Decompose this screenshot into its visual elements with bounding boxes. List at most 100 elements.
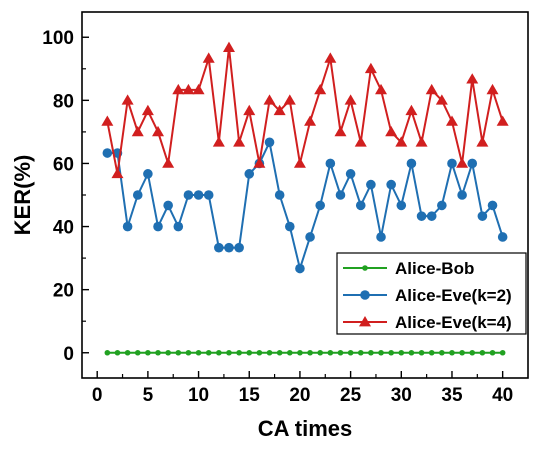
data-point <box>459 349 465 356</box>
data-point <box>114 349 121 356</box>
data-point <box>101 115 114 126</box>
data-point <box>447 158 457 169</box>
data-point <box>253 157 266 168</box>
data-point <box>415 136 428 147</box>
y-tick-label: 0 <box>63 344 74 365</box>
data-point <box>496 115 509 126</box>
data-point <box>425 83 438 95</box>
data-point <box>121 94 134 105</box>
data-point <box>172 83 185 95</box>
data-point <box>143 169 153 179</box>
data-point <box>486 83 499 95</box>
data-point <box>355 200 366 211</box>
series-layer <box>101 41 509 356</box>
data-point <box>426 211 437 221</box>
data-point <box>435 94 448 105</box>
data-point <box>226 349 232 356</box>
data-point <box>375 83 388 95</box>
data-point <box>479 349 486 356</box>
data-point <box>324 52 337 63</box>
data-point <box>284 221 295 232</box>
series-0 <box>104 349 506 356</box>
data-point <box>214 242 224 253</box>
data-point <box>445 115 458 126</box>
data-point <box>266 349 273 356</box>
series-line <box>107 139 504 273</box>
data-point <box>325 158 336 169</box>
data-point <box>335 190 346 200</box>
data-point <box>163 200 173 211</box>
data-point <box>183 190 194 200</box>
data-point <box>499 349 506 356</box>
data-point <box>193 190 204 200</box>
data-point <box>162 157 175 168</box>
data-point <box>376 232 386 242</box>
data-point <box>449 349 455 356</box>
data-point <box>104 349 111 356</box>
data-point <box>286 349 293 356</box>
series-line <box>106 47 504 175</box>
data-point <box>152 125 165 137</box>
data-point <box>398 349 405 356</box>
data-point <box>264 137 275 148</box>
data-point <box>274 190 285 200</box>
y-tick-label: 20 <box>53 281 74 302</box>
data-point <box>122 221 133 232</box>
data-point <box>205 349 212 356</box>
data-point <box>418 349 425 356</box>
data-point <box>395 136 408 147</box>
data-point <box>467 158 478 169</box>
data-point <box>305 232 315 242</box>
data-point <box>216 349 222 356</box>
data-point <box>134 349 141 356</box>
legend-label: Alice-Eve(k=4) <box>395 313 512 332</box>
data-point <box>222 41 235 52</box>
data-point <box>315 200 326 211</box>
data-point <box>295 263 305 274</box>
data-point <box>437 200 447 211</box>
legend-label: Alice-Bob <box>395 259 474 278</box>
data-point <box>406 158 417 169</box>
data-point <box>192 83 205 95</box>
data-point <box>307 349 313 356</box>
data-point <box>246 349 253 356</box>
data-point <box>131 125 144 137</box>
data-point <box>236 349 242 356</box>
data-point <box>476 136 489 147</box>
data-point <box>203 190 214 200</box>
y-tick-label: 60 <box>53 154 74 175</box>
x-tick-label: 30 <box>391 385 412 406</box>
data-point <box>345 169 356 179</box>
data-point <box>234 242 244 253</box>
data-point <box>243 104 256 116</box>
data-point <box>347 349 354 356</box>
data-point <box>195 349 202 356</box>
data-point <box>477 211 488 221</box>
data-point <box>366 179 376 190</box>
x-tick-label: 40 <box>492 385 513 406</box>
data-point <box>314 83 327 95</box>
data-point <box>165 349 171 356</box>
data-point <box>293 157 306 168</box>
data-point <box>141 104 154 116</box>
legend-label: Alice-Eve(k=2) <box>395 286 512 305</box>
data-point <box>344 94 357 105</box>
data-point <box>408 349 415 356</box>
data-point <box>233 136 246 147</box>
data-point <box>497 232 508 242</box>
data-point <box>385 125 398 137</box>
data-point <box>368 349 374 356</box>
data-point <box>327 349 334 356</box>
data-point <box>175 349 182 356</box>
y-tick-label: 80 <box>53 91 74 112</box>
data-point <box>354 136 367 147</box>
data-point <box>469 349 476 356</box>
data-point <box>244 169 255 179</box>
data-point <box>304 115 317 126</box>
x-tick-label: 20 <box>289 385 310 406</box>
data-point <box>182 83 195 95</box>
axis-ticks: 0 5 10 15 20 25 30 35 40 0 20 40 60 80 100 <box>42 28 513 406</box>
y-tick-label: 100 <box>42 28 74 49</box>
data-point <box>388 349 394 356</box>
